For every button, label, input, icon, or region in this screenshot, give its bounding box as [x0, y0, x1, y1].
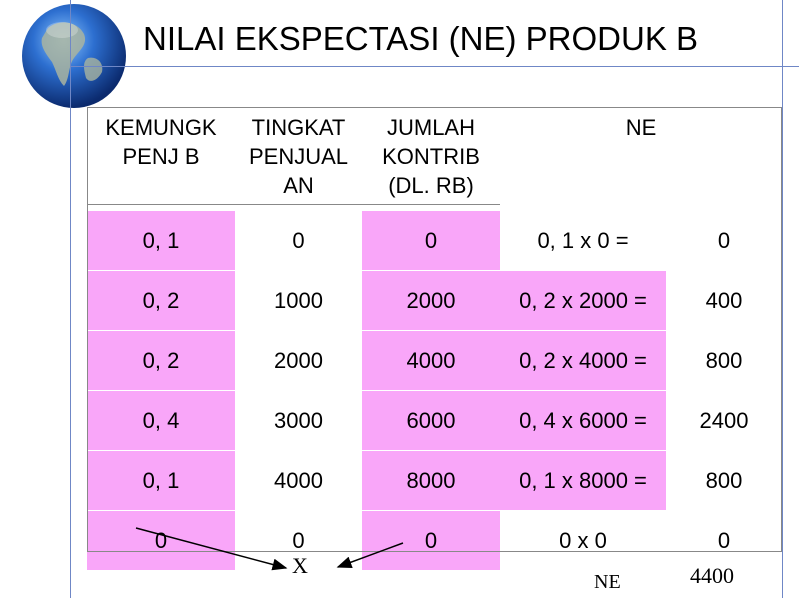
accent-line-right: [782, 0, 783, 598]
header-divider: [87, 204, 500, 205]
cell-probability: 0, 4: [87, 390, 235, 451]
cell-probability: 0, 2: [87, 270, 235, 331]
cell-contribution: 8000: [362, 450, 500, 511]
cell-ne-value: 800: [666, 330, 782, 391]
total-value: 4400: [690, 563, 734, 588]
table-row: 0, 2 1000 2000 0, 2 x 2000 = 400: [87, 270, 782, 331]
cell-ne-value: 0: [666, 510, 782, 570]
cell-calculation: 0, 4 x 6000 =: [500, 390, 666, 451]
cell-ne-value: 0: [666, 210, 782, 271]
cell-sales-level: 4000: [235, 450, 362, 511]
header-sales-level: TINGKAT PENJUAL AN: [248, 115, 349, 198]
arrow-left: [135, 527, 288, 571]
accent-line-top: [70, 66, 799, 67]
arrow-right: [336, 542, 404, 568]
cell-contribution: 6000: [362, 390, 500, 451]
cell-calculation: 0, 2 x 4000 =: [500, 330, 666, 391]
cell-sales-level: 1000: [235, 270, 362, 331]
cell-probability: 0: [87, 510, 235, 570]
cell-contribution: 0: [362, 510, 500, 570]
header-contribution: JUMLAH KONTRIB (DL. RB): [382, 115, 480, 198]
table-row: 0, 4 3000 6000 0, 4 x 6000 = 2400: [87, 390, 782, 451]
page-title: NILAI EKSPECTASI (NE) PRODUK B: [143, 20, 699, 57]
table-row: 0 0 0 0 x 0 0: [87, 510, 782, 570]
cell-probability: 0, 1: [87, 450, 235, 511]
cell-calculation: 0, 2 x 2000 =: [500, 270, 666, 331]
header-ne: NE: [625, 115, 657, 140]
cell-sales-level: 2000: [235, 330, 362, 391]
cell-sales-level: 0: [235, 210, 362, 271]
cell-calculation: 0, 1 x 8000 =: [500, 450, 666, 511]
cell-calculation: 0, 1 x 0 =: [500, 210, 666, 271]
cell-probability: 0, 2: [87, 330, 235, 391]
cell-contribution: 0: [362, 210, 500, 271]
expectation-table: KEMUNGK PENJ B TINGKAT PENJUAL AN JUMLAH KON…: [87, 107, 782, 570]
table-header-row: KEMUNGK PENJ B TINGKAT PENJUAL AN JUMLAH KON…: [87, 107, 782, 211]
cell-calculation: 0 x 0: [500, 510, 666, 570]
cell-ne-value: 400: [666, 270, 782, 331]
x-label: X: [292, 553, 308, 578]
cell-ne-value: 800: [666, 450, 782, 511]
table-row: 0, 1 4000 8000 0, 1 x 8000 = 800: [87, 450, 782, 511]
ne-label: NE: [594, 571, 621, 593]
cell-contribution: 2000: [362, 270, 500, 331]
cell-sales-level: 3000: [235, 390, 362, 451]
accent-line-left: [70, 0, 71, 598]
header-probability: KEMUNGK PENJ B: [105, 115, 217, 169]
table-row: 0, 2 2000 4000 0, 2 x 4000 = 800: [87, 330, 782, 391]
cell-contribution: 4000: [362, 330, 500, 391]
cell-probability: 0, 1: [87, 210, 235, 271]
table-row: 0, 1 0 0 0, 1 x 0 = 0: [87, 210, 782, 271]
cell-ne-value: 2400: [666, 390, 782, 451]
